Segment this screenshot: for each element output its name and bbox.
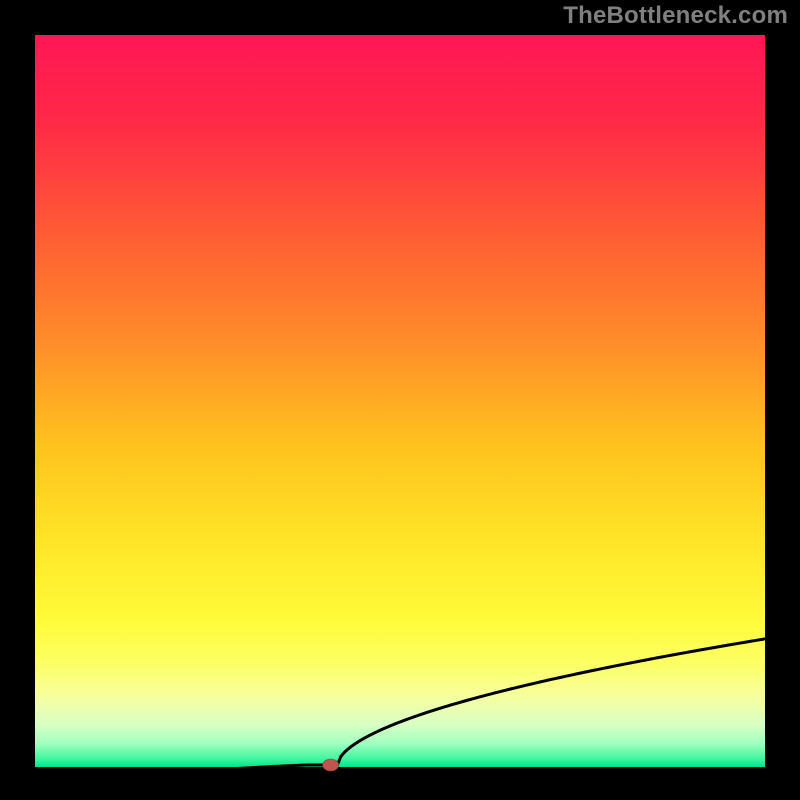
watermark-text: TheBottleneck.com	[563, 2, 788, 30]
optimal-point-marker	[323, 759, 339, 771]
bottleneck-chart	[0, 0, 800, 800]
